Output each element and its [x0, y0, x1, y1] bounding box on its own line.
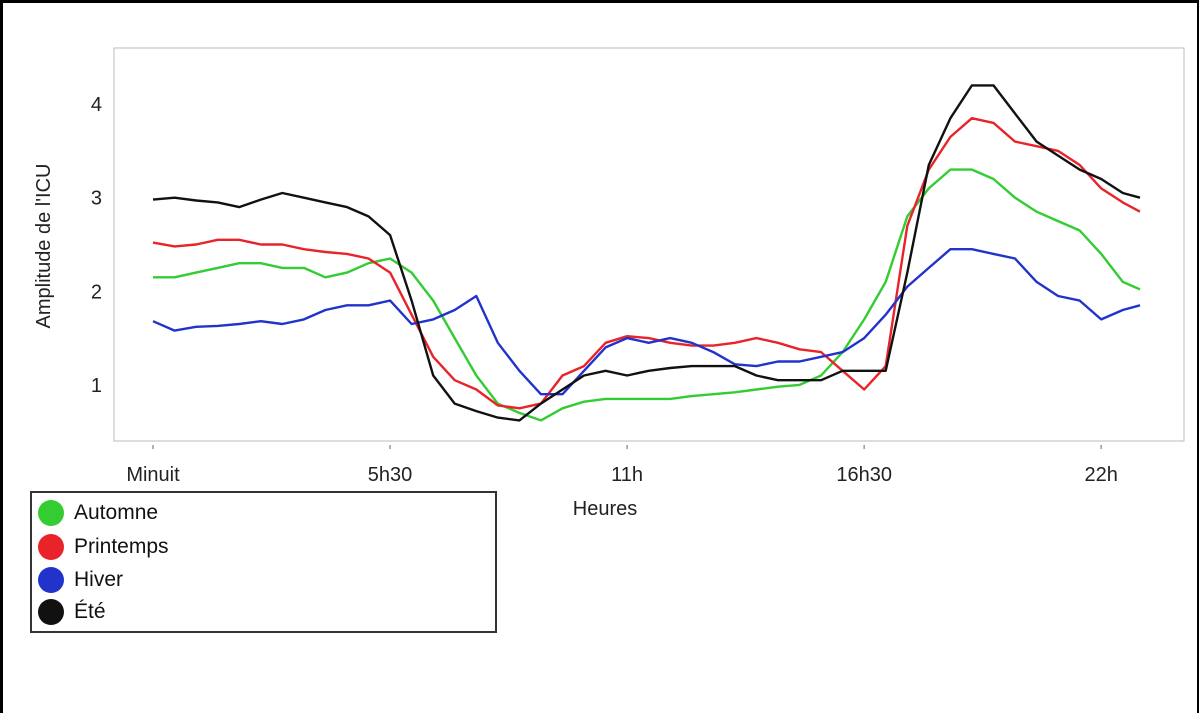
legend-item-printemps: Printemps [38, 532, 169, 562]
x-tick-label: 11h [611, 464, 643, 486]
y-tick-label: 1 [91, 375, 102, 397]
legend-label-hiver: Hiver [74, 568, 124, 591]
series-line-printemps [152, 117, 1141, 410]
legend-swatch-automne [38, 500, 64, 526]
y-tick-label: 3 [91, 188, 102, 210]
x-axis: Minuit 5h30 11h 16h30 22h [126, 445, 1118, 486]
series-layer [152, 84, 1141, 422]
legend-swatch-printemps [38, 534, 64, 560]
legend-label-printemps: Printemps [74, 535, 169, 558]
plot-area [113, 47, 1185, 442]
y-axis: 1 2 3 4 [91, 94, 102, 397]
y-tick-label: 2 [91, 281, 102, 303]
y-axis-title: Amplitude de l'ICU [33, 164, 55, 329]
legend-label-automne: Automne [74, 501, 159, 524]
legend-item-hiver: Hiver [38, 565, 123, 595]
legend-item-automne: Automne [38, 498, 158, 528]
y-tick-label: 4 [91, 94, 102, 116]
x-axis-title: Heures [573, 498, 637, 520]
series-line-hiver [152, 248, 1141, 396]
x-tick-label: 16h30 [836, 464, 892, 486]
x-tick-label: Minuit [126, 464, 180, 486]
legend-swatch-hiver [38, 567, 64, 593]
series-line-automne [153, 168, 1141, 422]
x-tick-label: 22h [1085, 464, 1118, 486]
legend: Automne Printemps Hiver Été [30, 491, 497, 633]
legend-swatch-ete [38, 599, 64, 625]
series-line-ete [152, 84, 1141, 422]
legend-label-ete: Été [74, 600, 106, 623]
x-tick-label: 5h30 [368, 464, 413, 486]
legend-item-ete: Été [38, 597, 106, 627]
